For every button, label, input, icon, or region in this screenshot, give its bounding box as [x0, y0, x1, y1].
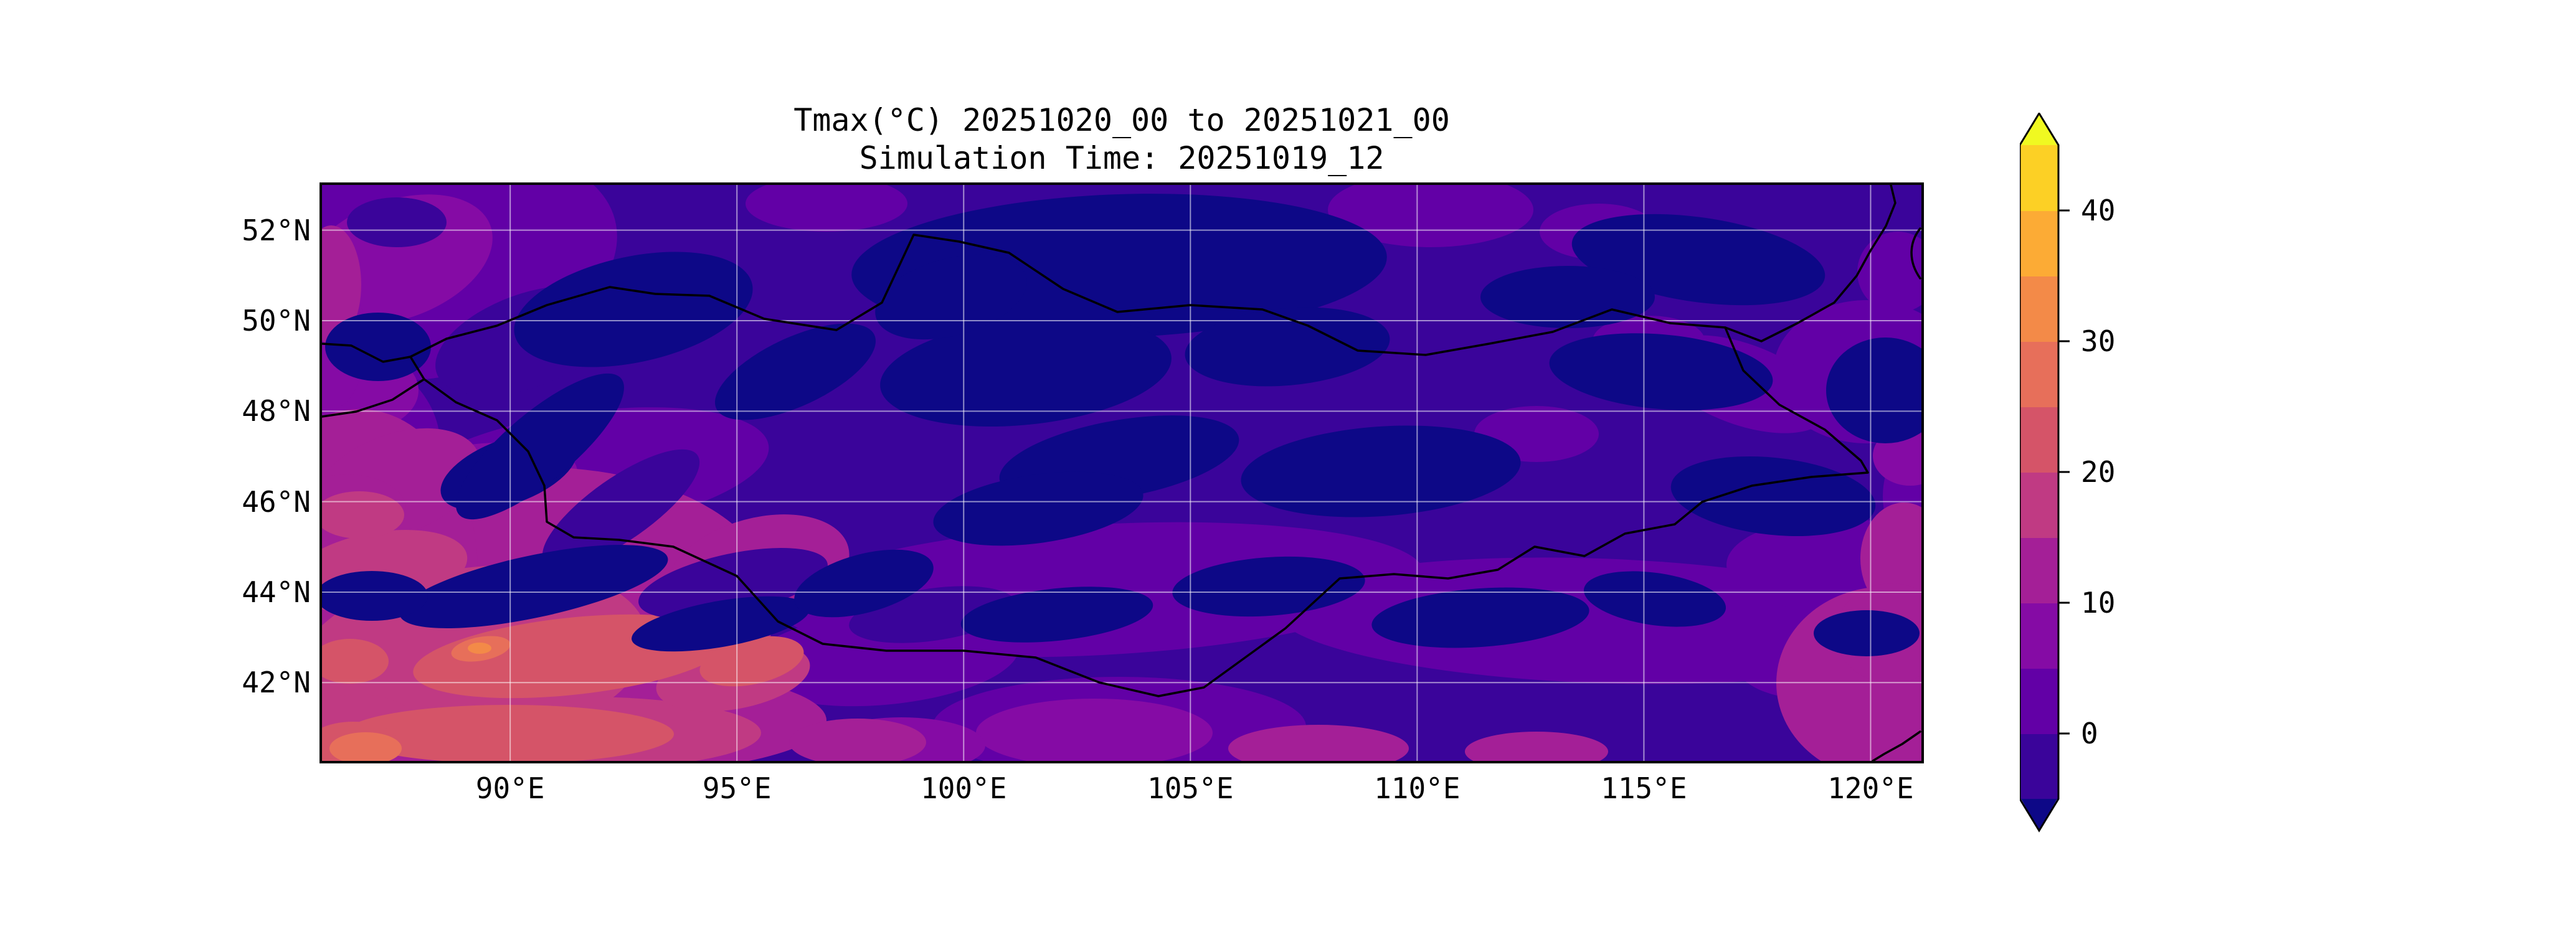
- y-tick-label: 46°N: [242, 484, 311, 519]
- colorbar-tick-label: 0: [2081, 717, 2098, 750]
- y-tick-label: 52°N: [242, 213, 311, 247]
- temperature-field-map: [322, 185, 1921, 761]
- y-tick-label: 42°N: [242, 666, 311, 700]
- colorbar-tick-label: 20: [2081, 455, 2116, 489]
- country-borders: [322, 185, 1921, 761]
- y-tick-label: 50°N: [242, 303, 311, 337]
- colorbar-tick-label: 10: [2081, 586, 2116, 620]
- colorbar-bar: [2019, 111, 2070, 833]
- coastline-southeast: [1872, 730, 1921, 761]
- x-tick-label: 110°E: [1374, 771, 1461, 805]
- x-tick-label: 95°E: [702, 771, 772, 805]
- colorbar-tick-label: 40: [2081, 194, 2116, 227]
- mongolia-border: [409, 234, 1869, 697]
- y-tick-label: 44°N: [242, 575, 311, 609]
- x-tick-label: 90°E: [475, 771, 545, 805]
- x-tick-label: 100°E: [921, 771, 1007, 805]
- colorbar: [2019, 111, 2082, 834]
- y-tick-label: 48°N: [242, 394, 311, 428]
- map-panel: [320, 182, 1924, 763]
- chart-subtitle: Simulation Time: 20251019_12: [859, 140, 1385, 176]
- colorbar-tick-label: 30: [2081, 324, 2116, 358]
- graticule: [322, 185, 1921, 761]
- border-northeast-corner: [1910, 227, 1921, 280]
- x-tick-label: 120°E: [1827, 771, 1914, 805]
- x-tick-label: 105°E: [1147, 771, 1234, 805]
- border-west-b: [322, 378, 425, 418]
- border-northeast-argun: [1724, 185, 1896, 342]
- chart-title: Tmax(°C) 20251020_00 to 20251021_00: [793, 102, 1450, 138]
- field-bin-30-35: [468, 643, 491, 654]
- title-block: Tmax(°C) 20251020_00 to 20251021_00 Simu…: [322, 101, 1921, 177]
- x-tick-label: 115°E: [1601, 771, 1687, 805]
- border-west-a: [322, 342, 412, 363]
